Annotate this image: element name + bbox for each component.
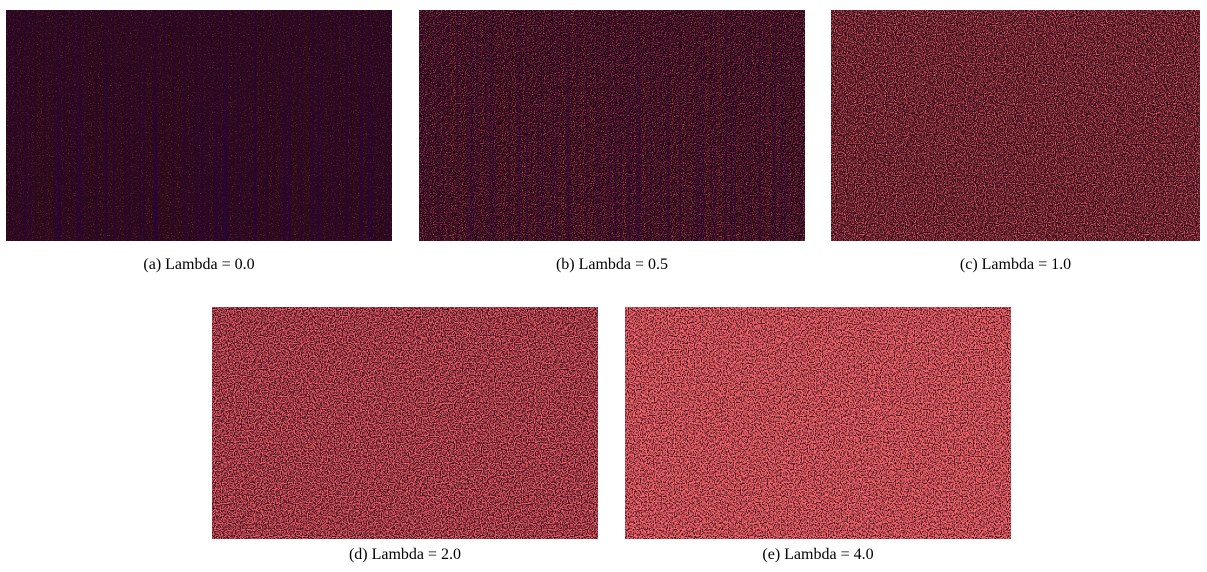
image-b xyxy=(419,10,805,241)
figure: (a) Lambda = 0.0 (b) Lambda = 0.5 (c) La… xyxy=(0,0,1207,572)
image-a xyxy=(6,10,392,241)
caption: (c) Lambda = 1.0 xyxy=(831,256,1200,274)
image-d xyxy=(212,307,598,539)
caption: (e) Lambda = 4.0 xyxy=(625,546,1011,564)
caption: (d) Lambda = 2.0 xyxy=(212,546,598,564)
caption: (b) Lambda = 0.5 xyxy=(419,256,805,274)
image-c xyxy=(831,10,1200,241)
image-e xyxy=(625,307,1011,539)
caption: (a) Lambda = 0.0 xyxy=(6,256,392,274)
